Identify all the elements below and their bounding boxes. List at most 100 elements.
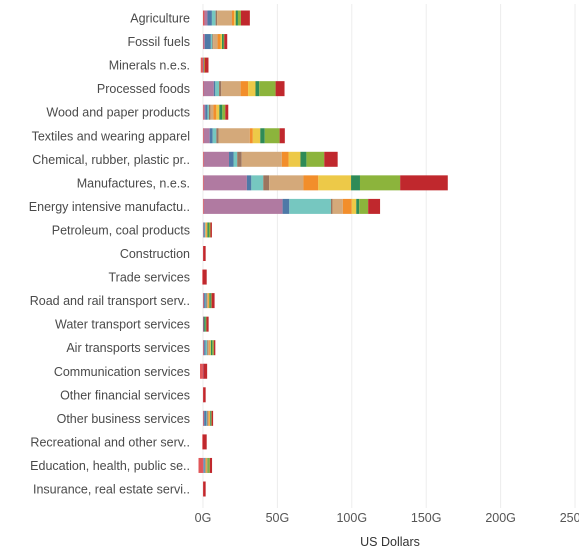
bar-segment[interactable]: [208, 293, 210, 309]
bar-segment[interactable]: [249, 128, 253, 144]
bar-segment[interactable]: [205, 316, 207, 332]
bar-segment[interactable]: [206, 316, 209, 332]
bar-segment[interactable]: [229, 151, 234, 167]
bar-segment[interactable]: [306, 151, 325, 167]
bar-segment[interactable]: [210, 340, 213, 356]
bar-segment[interactable]: [206, 222, 208, 238]
bar-segment[interactable]: [203, 363, 208, 379]
bar-segment[interactable]: [204, 293, 206, 309]
bar-segment[interactable]: [223, 34, 225, 50]
bar-segment[interactable]: [219, 104, 223, 120]
bar-segment[interactable]: [263, 175, 270, 191]
bar-segment[interactable]: [224, 34, 228, 50]
bar-segment[interactable]: [207, 222, 209, 238]
bar-segment[interactable]: [216, 104, 220, 120]
bar-segment[interactable]: [203, 57, 205, 73]
bar-segment[interactable]: [202, 104, 204, 120]
bar-segment[interactable]: [202, 457, 204, 473]
bar-segment[interactable]: [207, 457, 209, 473]
bar-segment[interactable]: [213, 104, 217, 120]
bar-segment[interactable]: [212, 340, 214, 356]
bar-segment[interactable]: [208, 410, 210, 426]
bar-segment[interactable]: [215, 10, 218, 26]
bar-segment[interactable]: [205, 104, 208, 120]
bar-segment[interactable]: [235, 10, 238, 26]
bar-segment[interactable]: [206, 457, 208, 473]
bar-segment[interactable]: [209, 293, 211, 309]
bar-segment[interactable]: [269, 175, 304, 191]
bar-segment[interactable]: [205, 222, 207, 238]
bar-segment[interactable]: [203, 387, 206, 403]
bar-segment[interactable]: [204, 316, 206, 332]
bar-segment[interactable]: [210, 410, 212, 426]
bar-segment[interactable]: [205, 222, 207, 238]
bar-segment[interactable]: [240, 10, 250, 26]
bar-segment[interactable]: [260, 128, 265, 144]
bar-segment[interactable]: [203, 481, 206, 497]
bar-segment[interactable]: [203, 222, 205, 238]
bar-segment[interactable]: [275, 81, 285, 97]
bar-segment[interactable]: [208, 457, 210, 473]
bar-segment[interactable]: [202, 434, 204, 450]
bar-segment[interactable]: [210, 340, 211, 356]
bar-segment[interactable]: [216, 128, 219, 144]
bar-segment[interactable]: [332, 198, 343, 214]
bar-segment[interactable]: [211, 10, 216, 26]
bar-segment[interactable]: [213, 34, 218, 50]
bar-segment[interactable]: [202, 410, 204, 426]
bar-segment[interactable]: [255, 81, 260, 97]
bar-segment[interactable]: [207, 293, 208, 309]
bar-segment[interactable]: [359, 198, 369, 214]
bar-segment[interactable]: [207, 340, 208, 356]
bar-segment[interactable]: [204, 222, 206, 238]
bar-segment[interactable]: [330, 198, 333, 214]
bar-segment[interactable]: [202, 198, 204, 214]
bar-segment[interactable]: [202, 269, 207, 285]
bar-segment[interactable]: [400, 175, 448, 191]
bar-segment[interactable]: [203, 57, 205, 73]
bar-segment[interactable]: [202, 246, 204, 261]
bar-segment[interactable]: [252, 128, 261, 144]
bar-segment[interactable]: [231, 10, 235, 26]
bar-segment[interactable]: [207, 293, 209, 309]
bar-segment[interactable]: [209, 410, 211, 426]
bar-segment[interactable]: [209, 128, 213, 144]
bar-segment[interactable]: [202, 81, 204, 97]
bar-segment[interactable]: [202, 434, 207, 450]
bar-segment[interactable]: [203, 128, 210, 144]
bar-segment[interactable]: [204, 340, 206, 356]
bar-segment[interactable]: [202, 481, 204, 497]
bar-segment[interactable]: [237, 10, 241, 26]
bar-segment[interactable]: [225, 104, 229, 120]
bar-segment[interactable]: [202, 175, 204, 191]
bar-segment[interactable]: [203, 340, 205, 356]
bar-segment[interactable]: [202, 34, 204, 50]
bar-segment[interactable]: [204, 10, 208, 26]
bar-segment[interactable]: [202, 128, 204, 144]
bar-segment[interactable]: [318, 175, 352, 191]
bar-segment[interactable]: [207, 10, 212, 26]
bar-segment[interactable]: [203, 246, 206, 261]
bar-segment[interactable]: [206, 410, 208, 426]
bar-segment[interactable]: [264, 128, 280, 144]
bar-segment[interactable]: [237, 151, 242, 167]
bar-segment[interactable]: [210, 410, 211, 426]
bar-segment[interactable]: [203, 81, 214, 97]
bar-segment[interactable]: [205, 293, 207, 309]
bar-segment[interactable]: [246, 175, 252, 191]
bar-segment[interactable]: [240, 81, 249, 97]
bar-segment[interactable]: [205, 457, 207, 473]
bar-segment[interactable]: [202, 316, 204, 332]
bar-segment[interactable]: [211, 410, 214, 426]
bar-segment[interactable]: [212, 128, 217, 144]
bar-segment[interactable]: [222, 34, 224, 50]
bar-segment[interactable]: [233, 151, 238, 167]
bar-segment[interactable]: [218, 128, 250, 144]
bar-segment[interactable]: [204, 57, 209, 73]
bar-segment[interactable]: [209, 340, 211, 356]
bar-segment[interactable]: [204, 410, 207, 426]
bar-segment[interactable]: [217, 10, 232, 26]
bar-segment[interactable]: [200, 57, 203, 73]
bar-segment[interactable]: [213, 81, 216, 97]
bar-segment[interactable]: [289, 198, 331, 214]
